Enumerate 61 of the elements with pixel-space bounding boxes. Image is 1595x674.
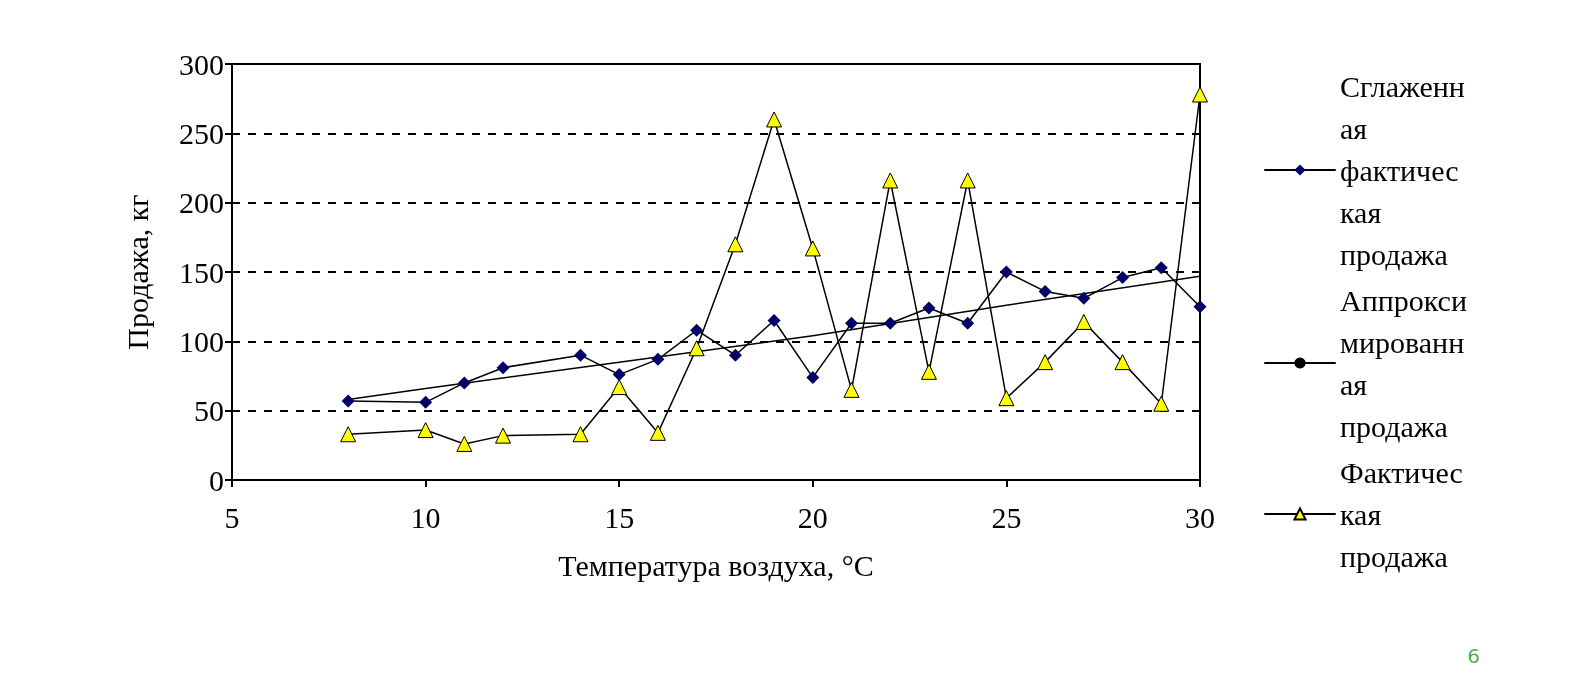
point: [920, 363, 937, 380]
point: [1116, 271, 1130, 285]
point: [806, 370, 820, 384]
point: [456, 435, 473, 452]
point: [959, 172, 976, 189]
x-tick-label: 30: [1185, 500, 1215, 534]
point: [495, 427, 512, 444]
point: [341, 394, 355, 408]
point: [651, 352, 665, 366]
point: [843, 381, 860, 398]
x-tick-label: 10: [410, 500, 441, 534]
point: [1154, 261, 1168, 275]
point: [1153, 395, 1170, 412]
point: [999, 265, 1013, 279]
point: [961, 316, 975, 330]
y-tick-label: 0: [209, 463, 224, 497]
point: [998, 390, 1015, 407]
point: [804, 240, 821, 257]
point: [690, 323, 704, 337]
point: [1193, 300, 1207, 314]
point: [496, 361, 510, 375]
point: [573, 348, 587, 362]
x-axis-title: Температура воздуха, °C: [558, 548, 874, 582]
y-tick-label: 100: [179, 324, 224, 358]
legend-label: Сглаженная фактическая продажа: [1340, 69, 1465, 271]
point: [612, 368, 626, 382]
point: [727, 236, 744, 253]
point: [1038, 284, 1052, 298]
text: 6: [1467, 644, 1480, 668]
point: [688, 340, 705, 357]
point: [1114, 354, 1131, 371]
legend-label: Аппроксимированная продажа: [1340, 283, 1467, 443]
point: [649, 424, 666, 441]
point: [340, 426, 357, 443]
point: [419, 395, 433, 409]
point: [1075, 313, 1092, 330]
y-tick-label: 150: [179, 255, 224, 289]
y-axis-title: Продажа, кг: [120, 194, 154, 350]
point: [766, 111, 783, 128]
legend-label: Фактическая продажа: [1340, 455, 1463, 573]
point: [883, 316, 897, 330]
y-tick-label: 200: [179, 186, 224, 220]
point: [767, 314, 781, 328]
y-tick-label: 250: [179, 116, 224, 150]
x-tick-label: 15: [604, 500, 635, 534]
point: [845, 316, 859, 330]
x-tick-label: 25: [991, 500, 1022, 534]
point: [611, 379, 628, 396]
point: [1192, 86, 1208, 103]
point: [728, 348, 742, 362]
point: [572, 426, 589, 443]
point: [922, 301, 936, 315]
point: [1037, 354, 1054, 371]
point: [417, 422, 434, 439]
point: [882, 172, 899, 189]
x-tick-label: 5: [224, 500, 240, 534]
x-tick-label: 20: [797, 500, 828, 534]
y-tick-label: 300: [179, 47, 224, 81]
point: [1077, 291, 1091, 305]
y-tick-label: 50: [194, 394, 224, 428]
point: [457, 376, 471, 390]
